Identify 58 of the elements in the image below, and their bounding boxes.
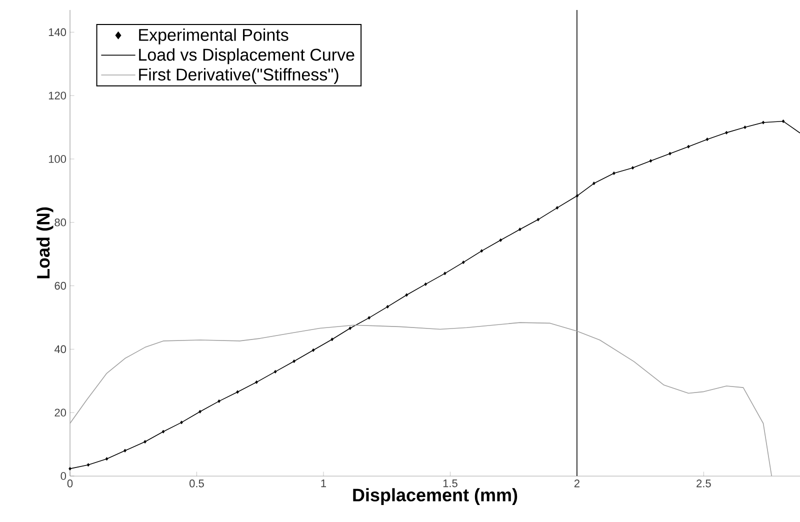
x-axis-title: Displacement (mm): [353, 488, 518, 505]
point: [405, 293, 408, 297]
point: [518, 228, 522, 232]
point: [368, 316, 370, 320]
y-axis-title: Load (N): [36, 207, 54, 278]
point: [631, 166, 634, 170]
point: [592, 182, 596, 186]
point: [443, 272, 446, 276]
point: [576, 194, 579, 198]
point: [255, 380, 258, 384]
y-tick-label: 140: [48, 28, 66, 36]
point: [725, 130, 728, 134]
point: [312, 348, 315, 352]
point: [236, 390, 239, 394]
x-tick-label: 2.5: [696, 480, 711, 488]
y-tick-label: 60: [54, 282, 66, 290]
point: [424, 282, 428, 286]
point: [330, 338, 334, 342]
point: [536, 218, 540, 222]
y-tick-label: 40: [54, 345, 66, 354]
y-tick-label: 100: [48, 155, 66, 163]
point: [68, 466, 72, 471]
point: [480, 249, 484, 253]
x-tick-label: 1: [321, 480, 326, 488]
x-tick-label: 0: [67, 480, 73, 488]
point: [706, 138, 709, 142]
point: [744, 125, 746, 130]
legend-label: Load vs Displacement Curve: [139, 48, 354, 64]
point: [105, 457, 108, 461]
point: [218, 399, 220, 403]
point: [198, 410, 202, 414]
point: [462, 260, 465, 264]
y-tick-label: 80: [54, 218, 66, 226]
point: [499, 238, 502, 242]
y-tick-label: 20: [54, 408, 66, 416]
point: [556, 206, 559, 210]
point: [348, 326, 352, 330]
point: [782, 119, 785, 124]
x-tick-label: 0.5: [190, 480, 204, 488]
legend-label: Experimental Points: [139, 28, 288, 44]
point: [687, 144, 690, 148]
point: [124, 448, 126, 452]
legend-label: First Derivative("Stiffness"): [139, 68, 338, 84]
point: [86, 463, 90, 467]
point: [274, 370, 277, 374]
x-tick-label: 1.5: [443, 480, 458, 488]
point: [649, 159, 652, 163]
x-tick-label: 2: [574, 480, 580, 488]
point: [180, 420, 183, 424]
y-tick-label: 120: [48, 92, 66, 100]
point: [162, 430, 165, 434]
y-tick-label: 0: [60, 472, 66, 480]
point: [292, 359, 296, 364]
point: [668, 152, 672, 156]
point: [386, 304, 390, 309]
point: [762, 120, 765, 124]
point: [144, 440, 146, 444]
point: [612, 171, 616, 176]
